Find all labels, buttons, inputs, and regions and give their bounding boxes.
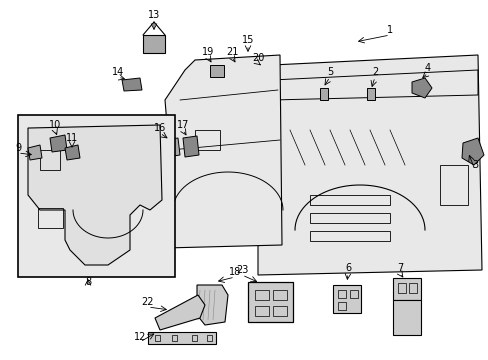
Bar bbox=[366, 88, 374, 100]
Polygon shape bbox=[411, 78, 431, 98]
Bar bbox=[309, 213, 389, 223]
Bar bbox=[408, 283, 416, 293]
Polygon shape bbox=[28, 145, 42, 160]
Polygon shape bbox=[65, 145, 80, 160]
Text: 2: 2 bbox=[371, 67, 377, 77]
Text: 16: 16 bbox=[154, 123, 166, 133]
Bar bbox=[247, 282, 292, 322]
Bar bbox=[192, 335, 197, 341]
Text: 18: 18 bbox=[228, 267, 241, 277]
Bar bbox=[254, 306, 268, 316]
Text: 12: 12 bbox=[134, 332, 146, 342]
Bar bbox=[272, 306, 286, 316]
Bar bbox=[18, 115, 175, 277]
Text: 15: 15 bbox=[242, 35, 254, 45]
Polygon shape bbox=[157, 55, 282, 248]
Text: 10: 10 bbox=[49, 120, 61, 130]
Bar bbox=[40, 150, 60, 170]
Polygon shape bbox=[28, 125, 162, 265]
Text: 13: 13 bbox=[147, 10, 160, 20]
Polygon shape bbox=[164, 138, 180, 157]
Text: 17: 17 bbox=[177, 120, 189, 130]
Text: 5: 5 bbox=[326, 67, 332, 77]
Bar bbox=[272, 290, 286, 300]
Circle shape bbox=[254, 67, 270, 83]
Bar bbox=[148, 332, 216, 344]
Bar bbox=[319, 88, 327, 100]
Bar bbox=[392, 278, 420, 300]
Bar bbox=[309, 231, 389, 241]
Bar bbox=[142, 35, 164, 53]
Polygon shape bbox=[197, 285, 227, 325]
Text: 3: 3 bbox=[471, 160, 477, 170]
Bar bbox=[206, 335, 212, 341]
Text: 20: 20 bbox=[251, 53, 264, 63]
Text: 7: 7 bbox=[396, 263, 402, 273]
Polygon shape bbox=[258, 55, 481, 275]
Text: 21: 21 bbox=[225, 47, 238, 57]
Polygon shape bbox=[50, 135, 67, 152]
Text: 19: 19 bbox=[202, 47, 214, 57]
Bar bbox=[38, 208, 63, 228]
Text: 14: 14 bbox=[112, 67, 124, 77]
Bar bbox=[195, 130, 220, 150]
Text: 1: 1 bbox=[386, 25, 392, 35]
Polygon shape bbox=[461, 138, 483, 165]
Text: 9: 9 bbox=[15, 143, 21, 153]
Bar bbox=[349, 290, 357, 298]
Text: 8: 8 bbox=[85, 277, 91, 287]
Circle shape bbox=[230, 64, 244, 78]
Bar bbox=[397, 283, 405, 293]
Bar bbox=[209, 65, 224, 77]
Bar bbox=[337, 290, 346, 298]
Bar bbox=[309, 195, 389, 205]
Bar bbox=[337, 302, 346, 310]
Polygon shape bbox=[155, 295, 204, 330]
Bar bbox=[254, 290, 268, 300]
Polygon shape bbox=[183, 136, 199, 157]
Bar bbox=[172, 335, 177, 341]
Text: 6: 6 bbox=[344, 263, 350, 273]
Bar bbox=[392, 300, 420, 335]
Bar bbox=[155, 335, 160, 341]
Bar bbox=[332, 285, 360, 313]
Text: 4: 4 bbox=[424, 63, 430, 73]
Text: 11: 11 bbox=[66, 133, 78, 143]
Text: 23: 23 bbox=[235, 265, 248, 275]
Bar bbox=[439, 165, 467, 205]
Polygon shape bbox=[122, 78, 142, 91]
Text: 22: 22 bbox=[142, 297, 154, 307]
